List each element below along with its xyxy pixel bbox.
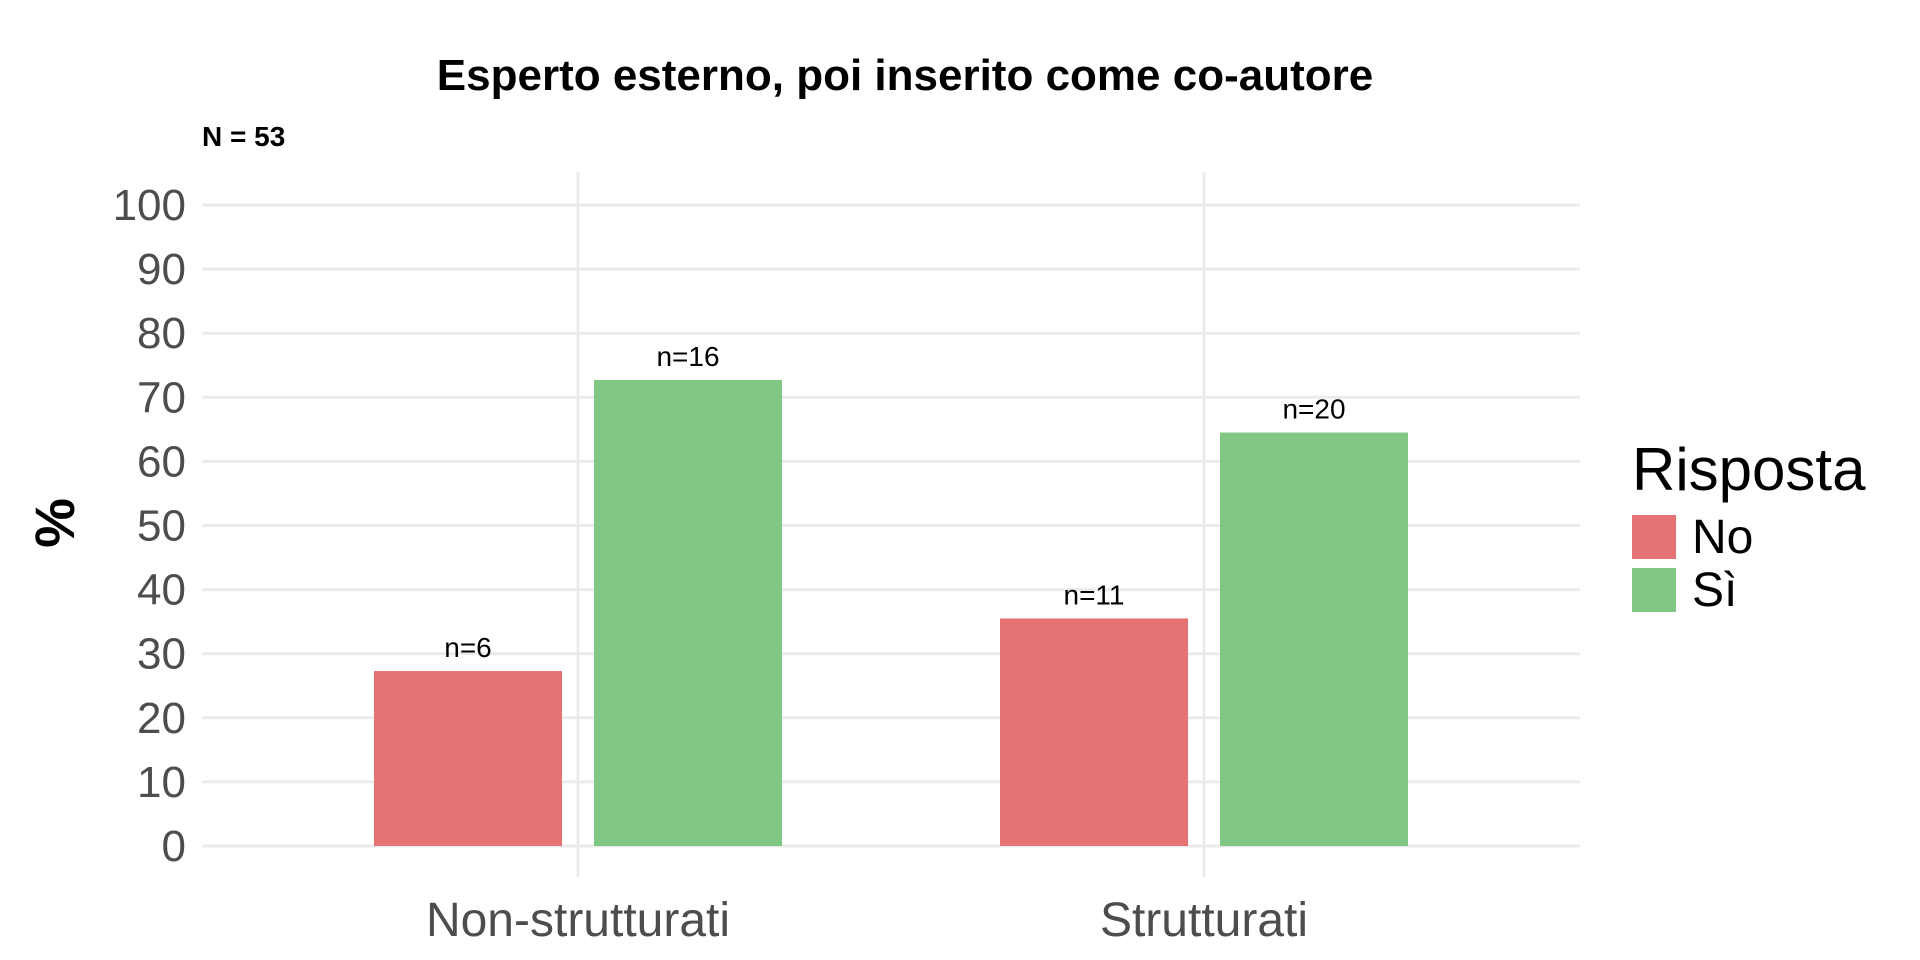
y-axis-label: % [23,498,86,548]
legend-label: No [1692,511,1753,564]
y-tick-label: 90 [137,245,186,294]
bar-data-label: n=16 [656,341,719,372]
chart-title: Esperto esterno, poi inserito come co-au… [437,51,1373,100]
x-tick-label: Non-strutturati [426,894,730,947]
y-tick-label: 0 [162,822,186,871]
chart-subtitle: N = 53 [202,121,285,152]
legend-label: Sì [1692,564,1737,617]
y-tick-label: 50 [137,502,186,551]
bar-data-label: n=20 [1282,394,1345,425]
legend-key-1 [1632,568,1676,612]
bar-data-label: n=6 [444,632,492,663]
y-tick-label: 60 [137,437,186,486]
y-tick-label: 70 [137,373,186,422]
y-tick-label: 20 [137,694,186,743]
y-tick-label: 40 [137,566,186,615]
bar-no-0 [374,671,562,846]
x-axis-ticks: Non-strutturati Strutturati [426,894,1308,947]
x-tick-label: Strutturati [1100,894,1308,947]
y-tick-label: 30 [137,630,186,679]
legend-title: Risposta [1632,436,1866,503]
y-axis-ticks: 0 10 20 30 40 50 60 70 80 90 100 [113,181,186,871]
y-tick-label: 80 [137,309,186,358]
bar-s-1 [1220,432,1408,846]
bar-data-label: n=11 [1064,579,1125,610]
bar-s-0 [594,379,782,846]
legend-key-0 [1632,515,1676,559]
y-tick-label: 10 [137,758,186,807]
bars: n=6 n=11 n=16 n=20 [374,341,1408,846]
bar-no-1 [1000,618,1188,846]
y-tick-label: 100 [113,181,186,230]
